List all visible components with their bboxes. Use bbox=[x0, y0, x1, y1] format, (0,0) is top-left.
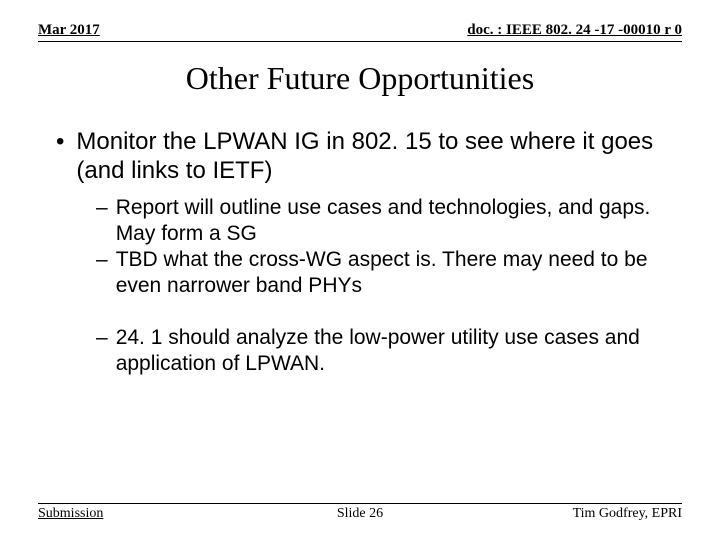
header-date: Mar 2017 bbox=[38, 22, 100, 39]
spacer bbox=[38, 299, 682, 325]
bullet-dot-icon: • bbox=[56, 127, 64, 185]
header-doc-id: doc. : IEEE 802. 24 -17 -00010 r 0 bbox=[467, 22, 682, 39]
slide-title: Other Future Opportunities bbox=[38, 60, 682, 97]
slide: Mar 2017 doc. : IEEE 802. 24 -17 -00010 … bbox=[0, 0, 720, 540]
bullet-text: Monitor the LPWAN IG in 802. 15 to see w… bbox=[76, 127, 682, 185]
bullet-text: TBD what the cross-WG aspect is. There m… bbox=[116, 247, 682, 299]
bullet-level2: – 24. 1 should analyze the low-power uti… bbox=[96, 325, 682, 377]
header: Mar 2017 doc. : IEEE 802. 24 -17 -00010 … bbox=[38, 22, 682, 42]
bullet-dash-icon: – bbox=[96, 247, 108, 299]
footer: Submission Slide 26 Tim Godfrey, EPRI bbox=[38, 503, 682, 522]
bullet-text: 24. 1 should analyze the low-power utili… bbox=[116, 325, 682, 377]
content-area: • Monitor the LPWAN IG in 802. 15 to see… bbox=[38, 127, 682, 377]
bullet-level1: • Monitor the LPWAN IG in 802. 15 to see… bbox=[56, 127, 682, 185]
bullet-dash-icon: – bbox=[96, 195, 108, 247]
footer-author: Tim Godfrey, EPRI bbox=[573, 506, 682, 522]
bullet-text: Report will outline use cases and techno… bbox=[116, 195, 682, 247]
footer-slide-number: Slide 26 bbox=[337, 506, 383, 522]
bullet-level2: – Report will outline use cases and tech… bbox=[96, 195, 682, 247]
footer-submission: Submission bbox=[38, 506, 103, 522]
bullet-dash-icon: – bbox=[96, 325, 108, 377]
bullet-level2: – TBD what the cross-WG aspect is. There… bbox=[96, 247, 682, 299]
